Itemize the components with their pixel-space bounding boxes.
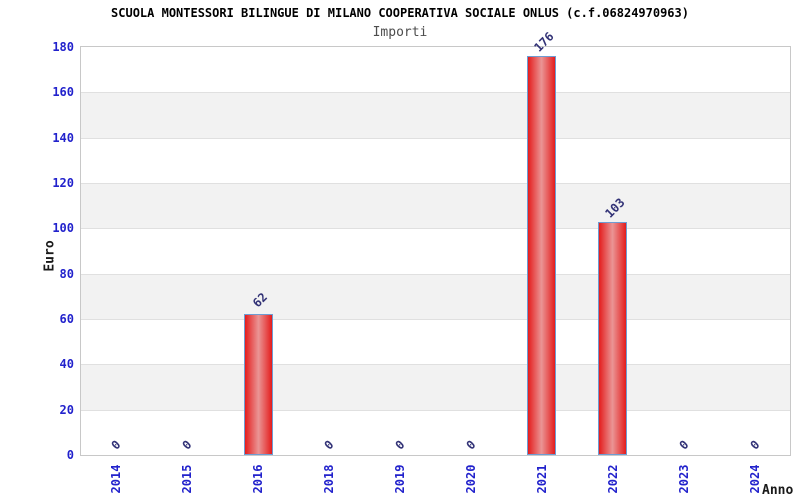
gridline bbox=[81, 364, 790, 365]
gridline bbox=[81, 319, 790, 320]
y-tick-label: 80 bbox=[59, 267, 74, 281]
plot-band bbox=[81, 92, 790, 138]
y-tick-label: 100 bbox=[52, 221, 74, 235]
y-tick-label: 60 bbox=[59, 312, 74, 326]
x-axis-label: Anno bbox=[762, 483, 794, 498]
y-tick-label: 120 bbox=[52, 176, 74, 190]
x-tick-label-2024: 2024 bbox=[748, 464, 762, 494]
plot-band bbox=[81, 319, 790, 365]
y-tick-label: 40 bbox=[59, 357, 74, 371]
x-tick-label-2021: 2021 bbox=[535, 464, 549, 494]
bar-2016 bbox=[244, 314, 273, 455]
x-tick-label-2023: 2023 bbox=[677, 464, 691, 494]
y-tick-label: 140 bbox=[52, 131, 74, 145]
bar-2022 bbox=[598, 222, 627, 455]
y-tick-label: 20 bbox=[59, 403, 74, 417]
chart-subtitle: Importi bbox=[372, 25, 428, 40]
x-tick-label-2015: 2015 bbox=[180, 464, 194, 494]
plot-band bbox=[81, 183, 790, 229]
gridline bbox=[81, 92, 790, 93]
plot-band bbox=[81, 273, 790, 319]
plot-area bbox=[80, 46, 791, 456]
y-tick-label: 180 bbox=[52, 40, 74, 54]
x-tick-label-2018: 2018 bbox=[322, 464, 336, 494]
x-tick-label-2016: 2016 bbox=[251, 464, 265, 494]
gridline bbox=[81, 138, 790, 139]
chart-title: SCUOLA MONTESSORI BILINGUE DI MILANO COO… bbox=[111, 6, 689, 20]
plot-band bbox=[81, 409, 790, 455]
gridline bbox=[81, 183, 790, 184]
x-tick-label-2019: 2019 bbox=[393, 464, 407, 494]
y-tick-label: 160 bbox=[52, 85, 74, 99]
gridline bbox=[81, 410, 790, 411]
plot-band bbox=[81, 47, 790, 93]
bar-2021 bbox=[527, 56, 556, 455]
plot-band bbox=[81, 228, 790, 274]
plot-band bbox=[81, 364, 790, 410]
x-tick-label-2014: 2014 bbox=[109, 464, 123, 494]
y-tick-label: 0 bbox=[66, 448, 74, 462]
x-tick-label-2020: 2020 bbox=[464, 464, 478, 494]
plot-band bbox=[81, 137, 790, 183]
gridline bbox=[81, 228, 790, 229]
gridline bbox=[81, 274, 790, 275]
x-tick-label-2022: 2022 bbox=[606, 464, 620, 494]
